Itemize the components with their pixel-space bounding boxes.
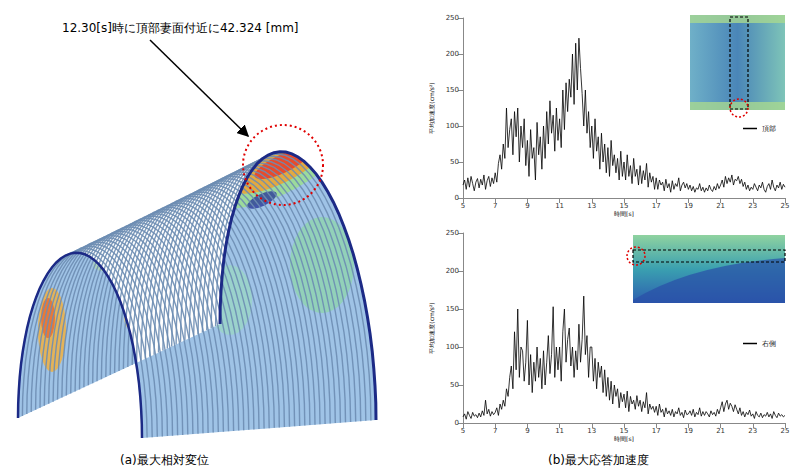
- svg-text:17: 17: [652, 427, 661, 435]
- svg-text:11: 11: [555, 427, 564, 435]
- svg-text:150: 150: [446, 86, 459, 94]
- svg-text:19: 19: [684, 202, 693, 210]
- svg-text:7: 7: [493, 427, 497, 435]
- svg-text:7: 7: [493, 202, 497, 210]
- svg-text:200: 200: [446, 50, 459, 58]
- svg-text:15: 15: [620, 202, 629, 210]
- svg-text:時間[s]: 時間[s]: [614, 210, 634, 217]
- html-text:12.30[s]時に頂部妻面付近に42.324 [mm]: 12.30[s]時に頂部妻面付近に42.324 [mm]: [62, 21, 299, 35]
- svg-text:23: 23: [748, 427, 757, 435]
- svg-text:21: 21: [716, 202, 725, 210]
- svg-text:150: 150: [446, 305, 459, 313]
- svg-text:右側: 右側: [762, 340, 776, 348]
- svg-text:5: 5: [461, 202, 465, 210]
- svg-text:21: 21: [716, 427, 725, 435]
- svg-text:23: 23: [748, 202, 757, 210]
- svg-text:5: 5: [461, 427, 465, 435]
- svg-text:0: 0: [455, 419, 459, 427]
- svg-text:9: 9: [525, 427, 529, 435]
- svg-text:頂部: 頂部: [762, 125, 776, 133]
- svg-text:13: 13: [587, 427, 596, 435]
- svg-text:250: 250: [446, 229, 459, 237]
- svg-text:100: 100: [446, 122, 459, 130]
- svg-text:50: 50: [450, 381, 459, 389]
- html-text:(a)最大相対変位: (a)最大相対変位: [120, 453, 209, 467]
- svg-text:25: 25: [781, 202, 790, 210]
- svg-text:9: 9: [525, 202, 529, 210]
- svg-text:時間[s]: 時間[s]: [614, 435, 634, 442]
- svg-text:25: 25: [781, 427, 790, 435]
- svg-text:250: 250: [446, 14, 459, 22]
- svg-text:平均加速度(cm/s²): 平均加速度(cm/s²): [428, 82, 435, 133]
- svg-text:200: 200: [446, 267, 459, 275]
- svg-text:50: 50: [450, 158, 459, 166]
- svg-text:15: 15: [620, 427, 629, 435]
- svg-text:17: 17: [652, 202, 661, 210]
- svg-text:平均加速度(cm/s²): 平均加速度(cm/s²): [428, 302, 435, 353]
- svg-text:19: 19: [684, 427, 693, 435]
- svg-text:13: 13: [587, 202, 596, 210]
- svg-text:100: 100: [446, 343, 459, 351]
- html-text:(b)最大応答加速度: (b)最大応答加速度: [548, 453, 649, 467]
- svg-text:0: 0: [455, 194, 459, 202]
- svg-text:11: 11: [555, 202, 564, 210]
